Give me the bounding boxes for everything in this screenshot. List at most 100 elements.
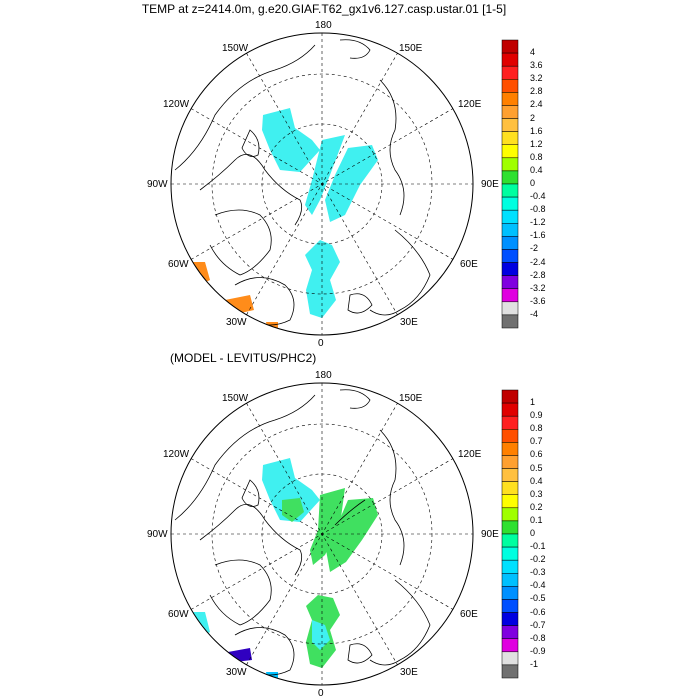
top-colorbar-label: -1.2 <box>530 217 546 228</box>
bottom-lon-60e: 60E <box>460 609 478 620</box>
top-lon-0: 0 <box>318 338 324 349</box>
bottom-lon-150e: 150E <box>399 393 423 404</box>
bottom-colorbar-swatch <box>501 559 519 574</box>
bottom-polar-map <box>170 382 474 686</box>
bottom-colorbar-label: -0.5 <box>530 593 546 604</box>
top-colorbar-swatch <box>501 183 519 198</box>
top-colorbar-swatch <box>501 144 519 159</box>
top-orange-patch-2 <box>225 295 254 315</box>
top-colorbar-label: -0.4 <box>530 191 546 202</box>
bottom-colorbar-swatch <box>501 402 519 417</box>
top-colorbar-label: -2 <box>530 243 539 254</box>
bottom-colorbar-label: 0.3 <box>530 488 543 499</box>
top-colorbar-swatch <box>501 288 519 303</box>
top-colorbar-swatch <box>501 236 519 250</box>
bottom-colorbar-label: -0.3 <box>530 567 546 578</box>
top-colorbar-label: 0 <box>530 178 536 188</box>
bottom-colorbar-swatch <box>501 507 519 522</box>
top-graticule <box>171 33 473 335</box>
top-lon-30e: 30E <box>400 317 418 328</box>
top-colorbar-swatch <box>501 249 519 263</box>
bottom-lon-120w: 120W <box>163 449 190 460</box>
bottom-colorbar-label: -0.4 <box>530 580 546 591</box>
bottom-colorbar <box>501 389 519 679</box>
top-colorbar-swatch <box>501 157 519 172</box>
top-colorbar-label: 2.4 <box>530 99 543 110</box>
top-colorbar-label: 1.6 <box>530 125 543 136</box>
top-colorbar-label: 2.8 <box>530 86 543 97</box>
bottom-colorbar-swatch <box>501 573 519 587</box>
bottom-lon-90w: 90W <box>147 529 168 540</box>
top-lon-120e: 120E <box>458 99 482 110</box>
bottom-colorbar-label: 0.9 <box>530 410 543 421</box>
bottom-lon-30w: 30W <box>226 667 247 678</box>
top-polar-map <box>170 32 474 336</box>
top-colorbar-swatch <box>501 262 519 276</box>
bottom-colorbar-swatch <box>501 664 519 679</box>
top-colorbar-swatch <box>501 275 519 289</box>
bottom-colorbar-label: 0.2 <box>530 501 543 512</box>
top-colorbar-swatch <box>501 131 519 145</box>
top-colorbar-label: -3.6 <box>530 295 546 306</box>
bottom-map-panel: 180 0 90W 90E 150W 120W 150E 120E 60W 30… <box>0 350 700 700</box>
top-colorbar-label: 2 <box>530 112 536 123</box>
bottom-lon-90e: 90E <box>481 529 499 540</box>
top-colorbar-swatch <box>501 79 519 93</box>
bottom-colorbar-label: -0.6 <box>530 606 546 617</box>
top-cyan-field-3 <box>325 145 378 222</box>
bottom-colorbar-swatch <box>501 625 519 639</box>
bottom-lon-180: 180 <box>315 370 332 381</box>
bottom-lon-60w: 60W <box>168 609 189 620</box>
bottom-lon-150w: 150W <box>222 393 249 404</box>
top-lon-150w: 150W <box>222 43 249 54</box>
top-colorbar <box>501 39 519 329</box>
top-colorbar-swatch <box>501 223 519 237</box>
bottom-map-boundary <box>170 382 474 686</box>
top-colorbar-swatch <box>501 196 519 211</box>
bottom-green-field-1 <box>282 498 304 522</box>
bottom-colorbar-label: 0.7 <box>530 436 543 447</box>
top-colorbar-label: -3.2 <box>530 282 546 293</box>
bottom-colorbar-label: 0.6 <box>530 449 543 460</box>
bottom-cyan-field-2 <box>312 620 330 650</box>
bottom-lon-0: 0 <box>318 688 324 699</box>
top-colorbar-label: -2.4 <box>530 256 546 267</box>
top-map-boundary <box>170 32 474 336</box>
bottom-colorbar-swatch <box>501 520 519 535</box>
bottom-colorbar-swatch <box>501 494 519 509</box>
top-map-panel: 180 0 90W 90E 150W 120W 150E 120E 60W 30… <box>147 20 546 349</box>
top-lon-180: 180 <box>315 20 332 31</box>
bottom-colorbar-label: 0.8 <box>530 423 543 434</box>
top-cyan-field-2 <box>305 135 345 215</box>
bottom-green-field-2 <box>310 488 345 565</box>
top-colorbar-swatch <box>501 118 519 132</box>
figure-subtitle: (MODEL - LEVITUS/PHC2) <box>170 351 317 365</box>
bottom-colorbar-swatch <box>501 651 519 666</box>
bottom-colorbar-label: -0.8 <box>530 632 546 643</box>
bottom-colorbar-label: -0.9 <box>530 645 546 656</box>
bottom-colorbar-label: 0.1 <box>530 514 543 525</box>
top-lon-120w: 120W <box>163 99 190 110</box>
top-lon-30w: 30W <box>226 317 247 328</box>
top-cyan-field-1 <box>262 108 320 172</box>
bottom-green-field-3 <box>326 498 378 572</box>
bottom-colorbar-swatch <box>501 429 519 443</box>
top-lon-90w: 90W <box>147 179 168 190</box>
bottom-colorbar-label: 0.5 <box>530 462 543 473</box>
bottom-colorbar-swatch <box>501 481 519 495</box>
bottom-colorbar-swatch <box>501 455 519 469</box>
top-colorbar-label: 1.2 <box>530 138 543 149</box>
bottom-colorbar-swatch <box>501 586 519 600</box>
bottom-colorbar-label: -0.7 <box>530 619 546 630</box>
top-colorbar-label: -2.8 <box>530 269 546 280</box>
top-coastlines <box>174 39 431 326</box>
top-colorbar-swatch <box>501 170 519 185</box>
top-colorbar-label: -4 <box>530 308 539 319</box>
top-lon-150e: 150E <box>399 43 423 54</box>
top-cyan-field-4 <box>305 240 340 318</box>
bottom-colorbar-swatch <box>501 638 519 653</box>
bottom-colorbar-swatch <box>501 533 519 548</box>
bottom-colorbar-swatch <box>501 599 519 613</box>
top-colorbar-swatch <box>501 65 519 80</box>
bottom-colorbar-label: 0 <box>530 528 536 538</box>
